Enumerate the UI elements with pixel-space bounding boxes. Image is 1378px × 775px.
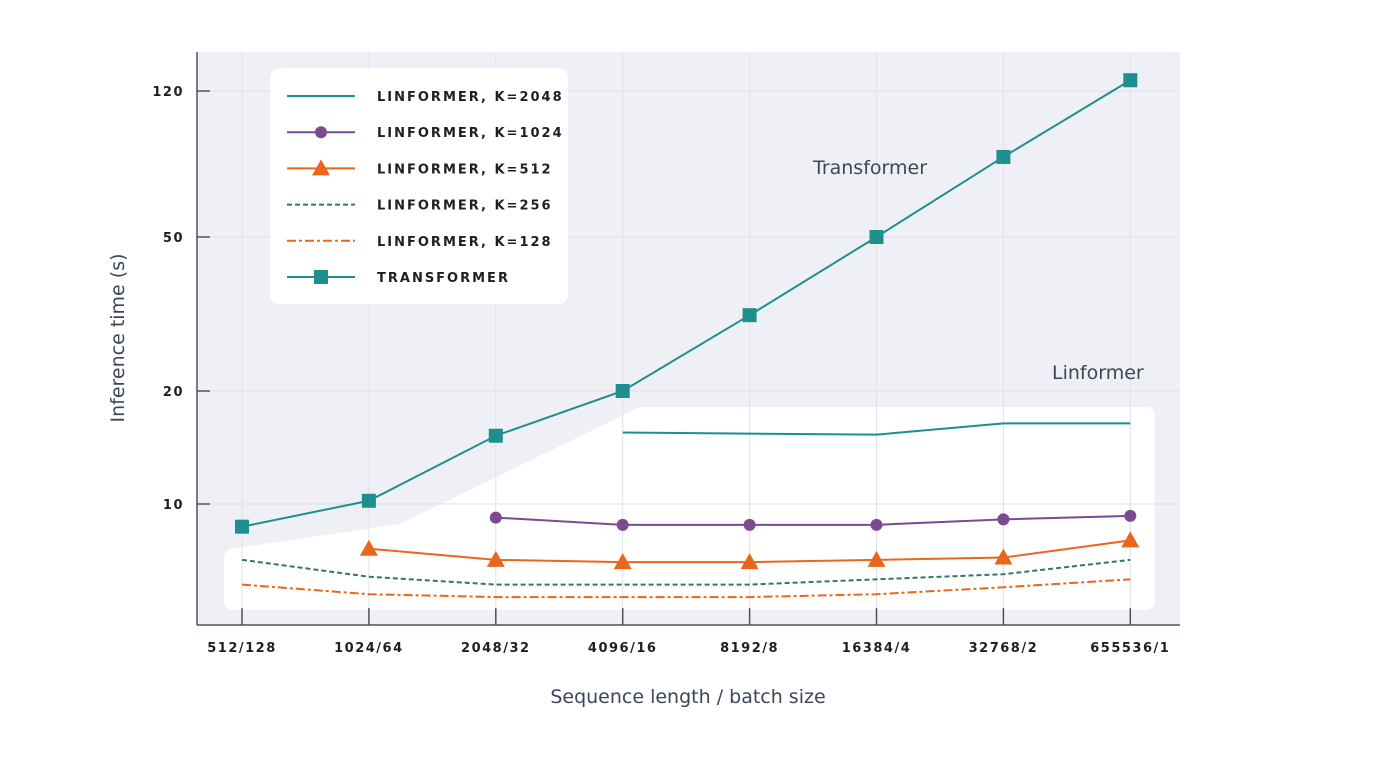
legend-item: LINFORMER, K=256: [287, 199, 553, 214]
data-point-square: [742, 308, 757, 323]
data-point-triangle: [740, 553, 759, 570]
legend: LINFORMER, K=2048 LINFORMER, K=1024 LINFOR…: [270, 68, 568, 304]
data-point-circle: [997, 513, 1010, 526]
series-linformer-k-128: [241, 578, 1131, 599]
data-point-square: [488, 428, 503, 443]
series-line: [495, 514, 1131, 526]
data-point-circle: [870, 518, 883, 531]
x-tick-label: 4096/16: [588, 641, 658, 656]
legend-label: TRANSFORMER: [377, 271, 510, 286]
data-point-triangle: [867, 550, 886, 567]
data-point-triangle: [994, 548, 1013, 565]
series-linformer-k-1024: [489, 509, 1137, 531]
legend-item: TRANSFORMER: [287, 270, 510, 286]
series-line: [241, 79, 1131, 528]
legend-item: LINFORMER, K=128: [287, 235, 553, 250]
legend-label: LINFORMER, K=128: [377, 235, 553, 250]
data-point-circle: [616, 518, 629, 531]
data-point-triangle: [486, 550, 505, 567]
series-transformer: [235, 73, 1138, 534]
legend-label: LINFORMER, K=256: [377, 199, 553, 214]
data-point-circle: [489, 511, 502, 524]
data-point-square: [235, 519, 249, 534]
annotation-transformer: Transformer: [812, 157, 927, 179]
x-tick-label: 16384/4: [842, 641, 912, 656]
x-tick-label: 32768/2: [969, 641, 1039, 656]
data-point-square: [869, 230, 884, 244]
legend-marker-triangle: [312, 159, 330, 176]
x-tick-label: 1024/64: [334, 641, 404, 656]
x-tick-label: 655536/1: [1090, 641, 1170, 656]
y-tick-label: 20: [163, 385, 184, 400]
data-point-triangle: [1121, 531, 1140, 548]
legend-marker-circle: [315, 126, 327, 139]
legend-label: LINFORMER, K=1024: [377, 126, 564, 141]
y-axis-label: Inference time (s): [107, 253, 129, 422]
data-point-square: [361, 493, 376, 508]
series-line: [622, 422, 1131, 436]
data-point-triangle: [359, 539, 378, 556]
data-point-square: [996, 149, 1011, 164]
data-point-circle: [1124, 509, 1137, 522]
legend-box: [270, 68, 568, 304]
y-tick-label: 50: [163, 231, 184, 246]
annotation-linformer: Linformer: [1052, 362, 1144, 384]
series-line: [241, 578, 1131, 599]
data-point-triangle: [613, 553, 632, 570]
data-point-square: [1123, 73, 1138, 88]
series-linformer-k-2048: [622, 422, 1131, 436]
x-tick-label: 512/128: [207, 641, 277, 656]
x-axis-label: Sequence length / batch size: [550, 686, 825, 708]
legend-item: LINFORMER, K=2048: [287, 90, 564, 105]
y-tick-label: 120: [152, 85, 184, 100]
x-tick-label: 2048/32: [461, 641, 531, 656]
legend-marker-square: [314, 270, 328, 284]
legend-label: LINFORMER, K=512: [377, 162, 553, 177]
legend-item: LINFORMER, K=1024: [287, 126, 564, 141]
data-point-square: [615, 384, 630, 398]
data-point-circle: [743, 518, 756, 531]
legend-label: LINFORMER, K=2048: [377, 90, 564, 105]
x-tick-label: 8192/8: [720, 641, 779, 656]
series-linformer-k-512: [359, 531, 1140, 570]
y-tick-label: 10: [163, 498, 184, 513]
legend-item: LINFORMER, K=512: [287, 159, 553, 177]
